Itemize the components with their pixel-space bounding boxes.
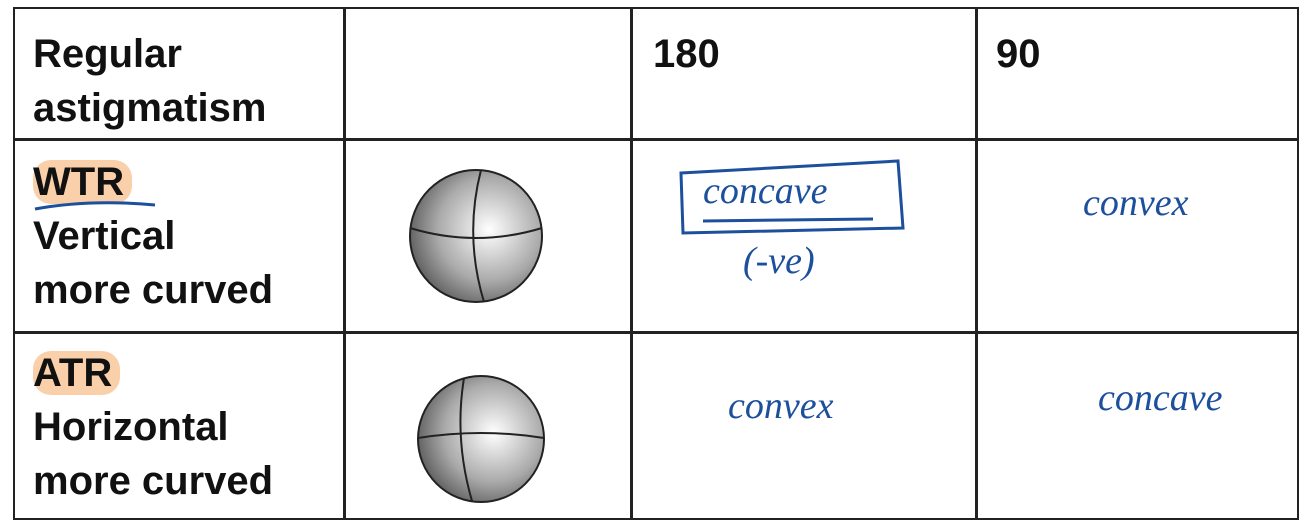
sphere-icon: [417, 375, 545, 503]
value-cell: concave: [976, 332, 1299, 520]
column-header: 180: [631, 7, 977, 140]
row-label-cell: ATR Horizontal more curved: [13, 332, 345, 520]
handwritten-value: convex: [1083, 182, 1189, 224]
value-cell: convex: [631, 332, 977, 520]
sphere-cell: [344, 332, 632, 520]
value-cell: convex: [976, 139, 1299, 333]
column-label: 180: [653, 32, 720, 76]
handwritten-value: concave: [703, 170, 828, 212]
row-code: ATR: [33, 346, 343, 400]
row-description: more curved: [33, 459, 274, 503]
row-label-cell: WTR Vertical more curved: [13, 139, 345, 333]
column-label: 90: [996, 32, 1041, 76]
sphere-icon: [409, 169, 543, 303]
box-annotation: [679, 159, 905, 235]
row-code-text: ATR: [33, 351, 121, 395]
handwritten-value: concave: [1098, 377, 1223, 419]
row-code: WTR: [33, 155, 343, 209]
row-code-text: WTR: [33, 160, 133, 204]
empty-cell: [344, 7, 632, 140]
handwritten-note: (-ve): [743, 240, 815, 282]
row-description: Horizontal: [33, 405, 229, 449]
handwritten-value: convex: [728, 385, 834, 427]
column-header: 90: [976, 7, 1299, 140]
row-description: Vertical: [33, 214, 176, 258]
row-description: more curved: [33, 268, 274, 312]
value-cell: concave (-ve): [631, 139, 977, 333]
underline: [34, 201, 156, 211]
corner-label: astigmatism: [33, 86, 267, 130]
corner-label: Regular: [33, 32, 182, 76]
sphere-cell: [344, 139, 632, 333]
corner-cell: Regular astigmatism: [13, 7, 345, 140]
